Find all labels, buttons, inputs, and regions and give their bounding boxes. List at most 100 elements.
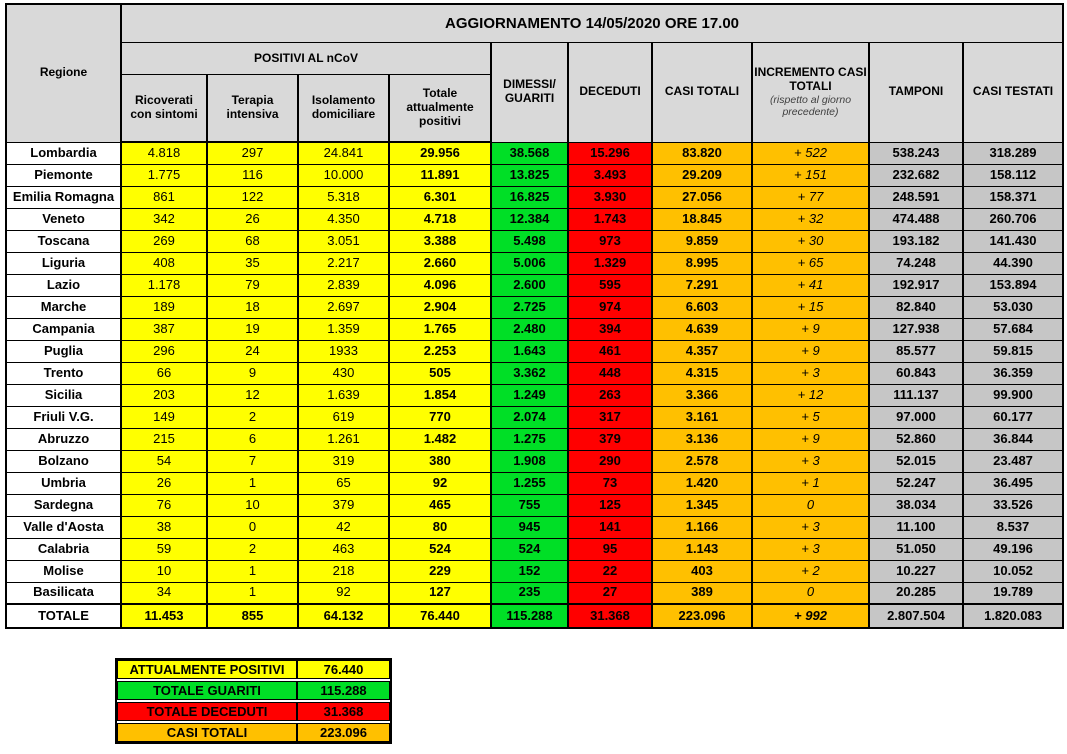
cell-casi-totali: 3.136 [651, 427, 753, 451]
cell-casi-testati: 1.820.083 [961, 603, 1065, 629]
cell-totale-attualmente-positivi: 770 [388, 405, 492, 429]
cell-terapia-intensiva: 1 [206, 581, 299, 605]
cell-isolamento-domiciliare: 1.639 [297, 383, 390, 407]
cell-totale-attualmente-positivi: 465 [388, 493, 492, 517]
cell-deceduti: 15.296 [567, 141, 653, 165]
table-row: Sardegna 76 10 379 465 755 125 1.345 0 38.034 33.5… [5, 493, 1065, 517]
cell-deceduti: 141 [567, 515, 653, 539]
cell-tamponi: 52.247 [868, 471, 964, 495]
region-name: Lazio [5, 273, 122, 297]
cell-totale-attualmente-positivi: 4.718 [388, 207, 492, 231]
cell-tamponi: 85.577 [868, 339, 964, 363]
cell-incremento-casi-totali: + 41 [751, 273, 870, 297]
table-title: AGGIORNAMENTO 14/05/2020 ORE 17.00 [119, 3, 1065, 43]
cell-ricoverati-con-sintomi: 59 [120, 537, 208, 561]
region-name: Piemonte [5, 163, 122, 187]
cell-deceduti: 263 [567, 383, 653, 407]
cell-terapia-intensiva: 10 [206, 493, 299, 517]
cell-dimessi-guariti: 1.255 [490, 471, 569, 495]
covid-regions-table: Regione AGGIORNAMENTO 14/05/2020 ORE 17.… [5, 3, 1065, 629]
cell-terapia-intensiva: 26 [206, 207, 299, 231]
cell-dimessi-guariti: 5.498 [490, 229, 569, 253]
col-header-totale-positivi: Totale attualmente positivi [388, 74, 492, 143]
cell-totale-attualmente-positivi: 1.854 [388, 383, 492, 407]
cell-casi-testati: 53.030 [961, 295, 1065, 319]
cell-tamponi: 97.000 [868, 405, 964, 429]
summary-label: TOTALE GUARITI [117, 681, 297, 700]
cell-deceduti: 3.930 [567, 185, 653, 209]
summary-value: 31.368 [297, 702, 390, 721]
cell-ricoverati-con-sintomi: 66 [120, 361, 208, 385]
cell-isolamento-domiciliare: 319 [297, 449, 390, 473]
cell-deceduti: 461 [567, 339, 653, 363]
summary-row-attualmente-positivi: ATTUALMENTE POSITIVI 76.440 [117, 660, 390, 679]
col-header-terapia-intensiva: Terapia intensiva [206, 74, 299, 143]
cell-deceduti: 27 [567, 581, 653, 605]
cell-tamponi: 10.227 [868, 559, 964, 583]
cell-dimessi-guariti: 12.384 [490, 207, 569, 231]
cell-casi-totali: 1.420 [651, 471, 753, 495]
region-name: Trento [5, 361, 122, 385]
cell-casi-testati: 57.684 [961, 317, 1065, 341]
cell-tamponi: 232.682 [868, 163, 964, 187]
cell-isolamento-domiciliare: 1933 [297, 339, 390, 363]
cell-casi-totali: 1.166 [651, 515, 753, 539]
cell-dimessi-guariti: 152 [490, 559, 569, 583]
cell-casi-totali: 4.315 [651, 361, 753, 385]
covid-report-page: Regione AGGIORNAMENTO 14/05/2020 ORE 17.… [0, 3, 1067, 754]
summary-value: 115.288 [297, 681, 390, 700]
cell-ricoverati-con-sintomi: 1.775 [120, 163, 208, 187]
cell-tamponi: 192.917 [868, 273, 964, 297]
cell-terapia-intensiva: 18 [206, 295, 299, 319]
cell-dimessi-guariti: 115.288 [490, 603, 569, 629]
cell-incremento-casi-totali: + 3 [751, 449, 870, 473]
summary-table: ATTUALMENTE POSITIVI 76.440 TOTALE GUARI… [115, 658, 392, 744]
cell-ricoverati-con-sintomi: 269 [120, 229, 208, 253]
cell-tamponi: 51.050 [868, 537, 964, 561]
cell-tamponi: 127.938 [868, 317, 964, 341]
cell-terapia-intensiva: 7 [206, 449, 299, 473]
cell-casi-testati: 99.900 [961, 383, 1065, 407]
cell-tamponi: 82.840 [868, 295, 964, 319]
cell-ricoverati-con-sintomi: 11.453 [120, 603, 208, 629]
cell-casi-testati: 23.487 [961, 449, 1065, 473]
cell-ricoverati-con-sintomi: 215 [120, 427, 208, 451]
cell-casi-totali: 403 [651, 559, 753, 583]
total-row: TOTALE 11.453 855 64.132 76.440 115.288 31.368… [5, 603, 1065, 629]
cell-tamponi: 52.860 [868, 427, 964, 451]
cell-casi-totali: 1.143 [651, 537, 753, 561]
cell-casi-testati: 158.371 [961, 185, 1065, 209]
cell-terapia-intensiva: 68 [206, 229, 299, 253]
cell-terapia-intensiva: 1 [206, 471, 299, 495]
table-body: Lombardia 4.818 297 24.841 29.956 38.568 15.29… [5, 141, 1065, 629]
cell-totale-attualmente-positivi: 2.253 [388, 339, 492, 363]
cell-casi-testati: 19.789 [961, 581, 1065, 605]
cell-totale-attualmente-positivi: 1.765 [388, 317, 492, 341]
cell-incremento-casi-totali: + 3 [751, 361, 870, 385]
region-name: Valle d'Aosta [5, 515, 122, 539]
cell-terapia-intensiva: 19 [206, 317, 299, 341]
cell-isolamento-domiciliare: 2.839 [297, 273, 390, 297]
cell-casi-testati: 318.289 [961, 141, 1065, 165]
cell-incremento-casi-totali: + 65 [751, 251, 870, 275]
region-name: Abruzzo [5, 427, 122, 451]
cell-terapia-intensiva: 24 [206, 339, 299, 363]
cell-incremento-casi-totali: 0 [751, 581, 870, 605]
cell-tamponi: 111.137 [868, 383, 964, 407]
cell-deceduti: 22 [567, 559, 653, 583]
col-header-deceduti: DECEDUTI [567, 42, 653, 143]
region-name: Marche [5, 295, 122, 319]
incremento-title: INCREMENTO CASI TOTALI [754, 65, 867, 94]
cell-terapia-intensiva: 2 [206, 405, 299, 429]
cell-isolamento-domiciliare: 4.350 [297, 207, 390, 231]
cell-casi-totali: 3.366 [651, 383, 753, 407]
cell-incremento-casi-totali: + 77 [751, 185, 870, 209]
cell-casi-testati: 260.706 [961, 207, 1065, 231]
cell-casi-totali: 223.096 [651, 603, 753, 629]
region-name: Toscana [5, 229, 122, 253]
region-name: Emilia Romagna [5, 185, 122, 209]
cell-dimessi-guariti: 524 [490, 537, 569, 561]
table-row: Trento 66 9 430 505 3.362 448 4.315 + 3 60.843 36.… [5, 361, 1065, 385]
cell-terapia-intensiva: 1 [206, 559, 299, 583]
col-header-tamponi: TAMPONI [868, 42, 964, 143]
